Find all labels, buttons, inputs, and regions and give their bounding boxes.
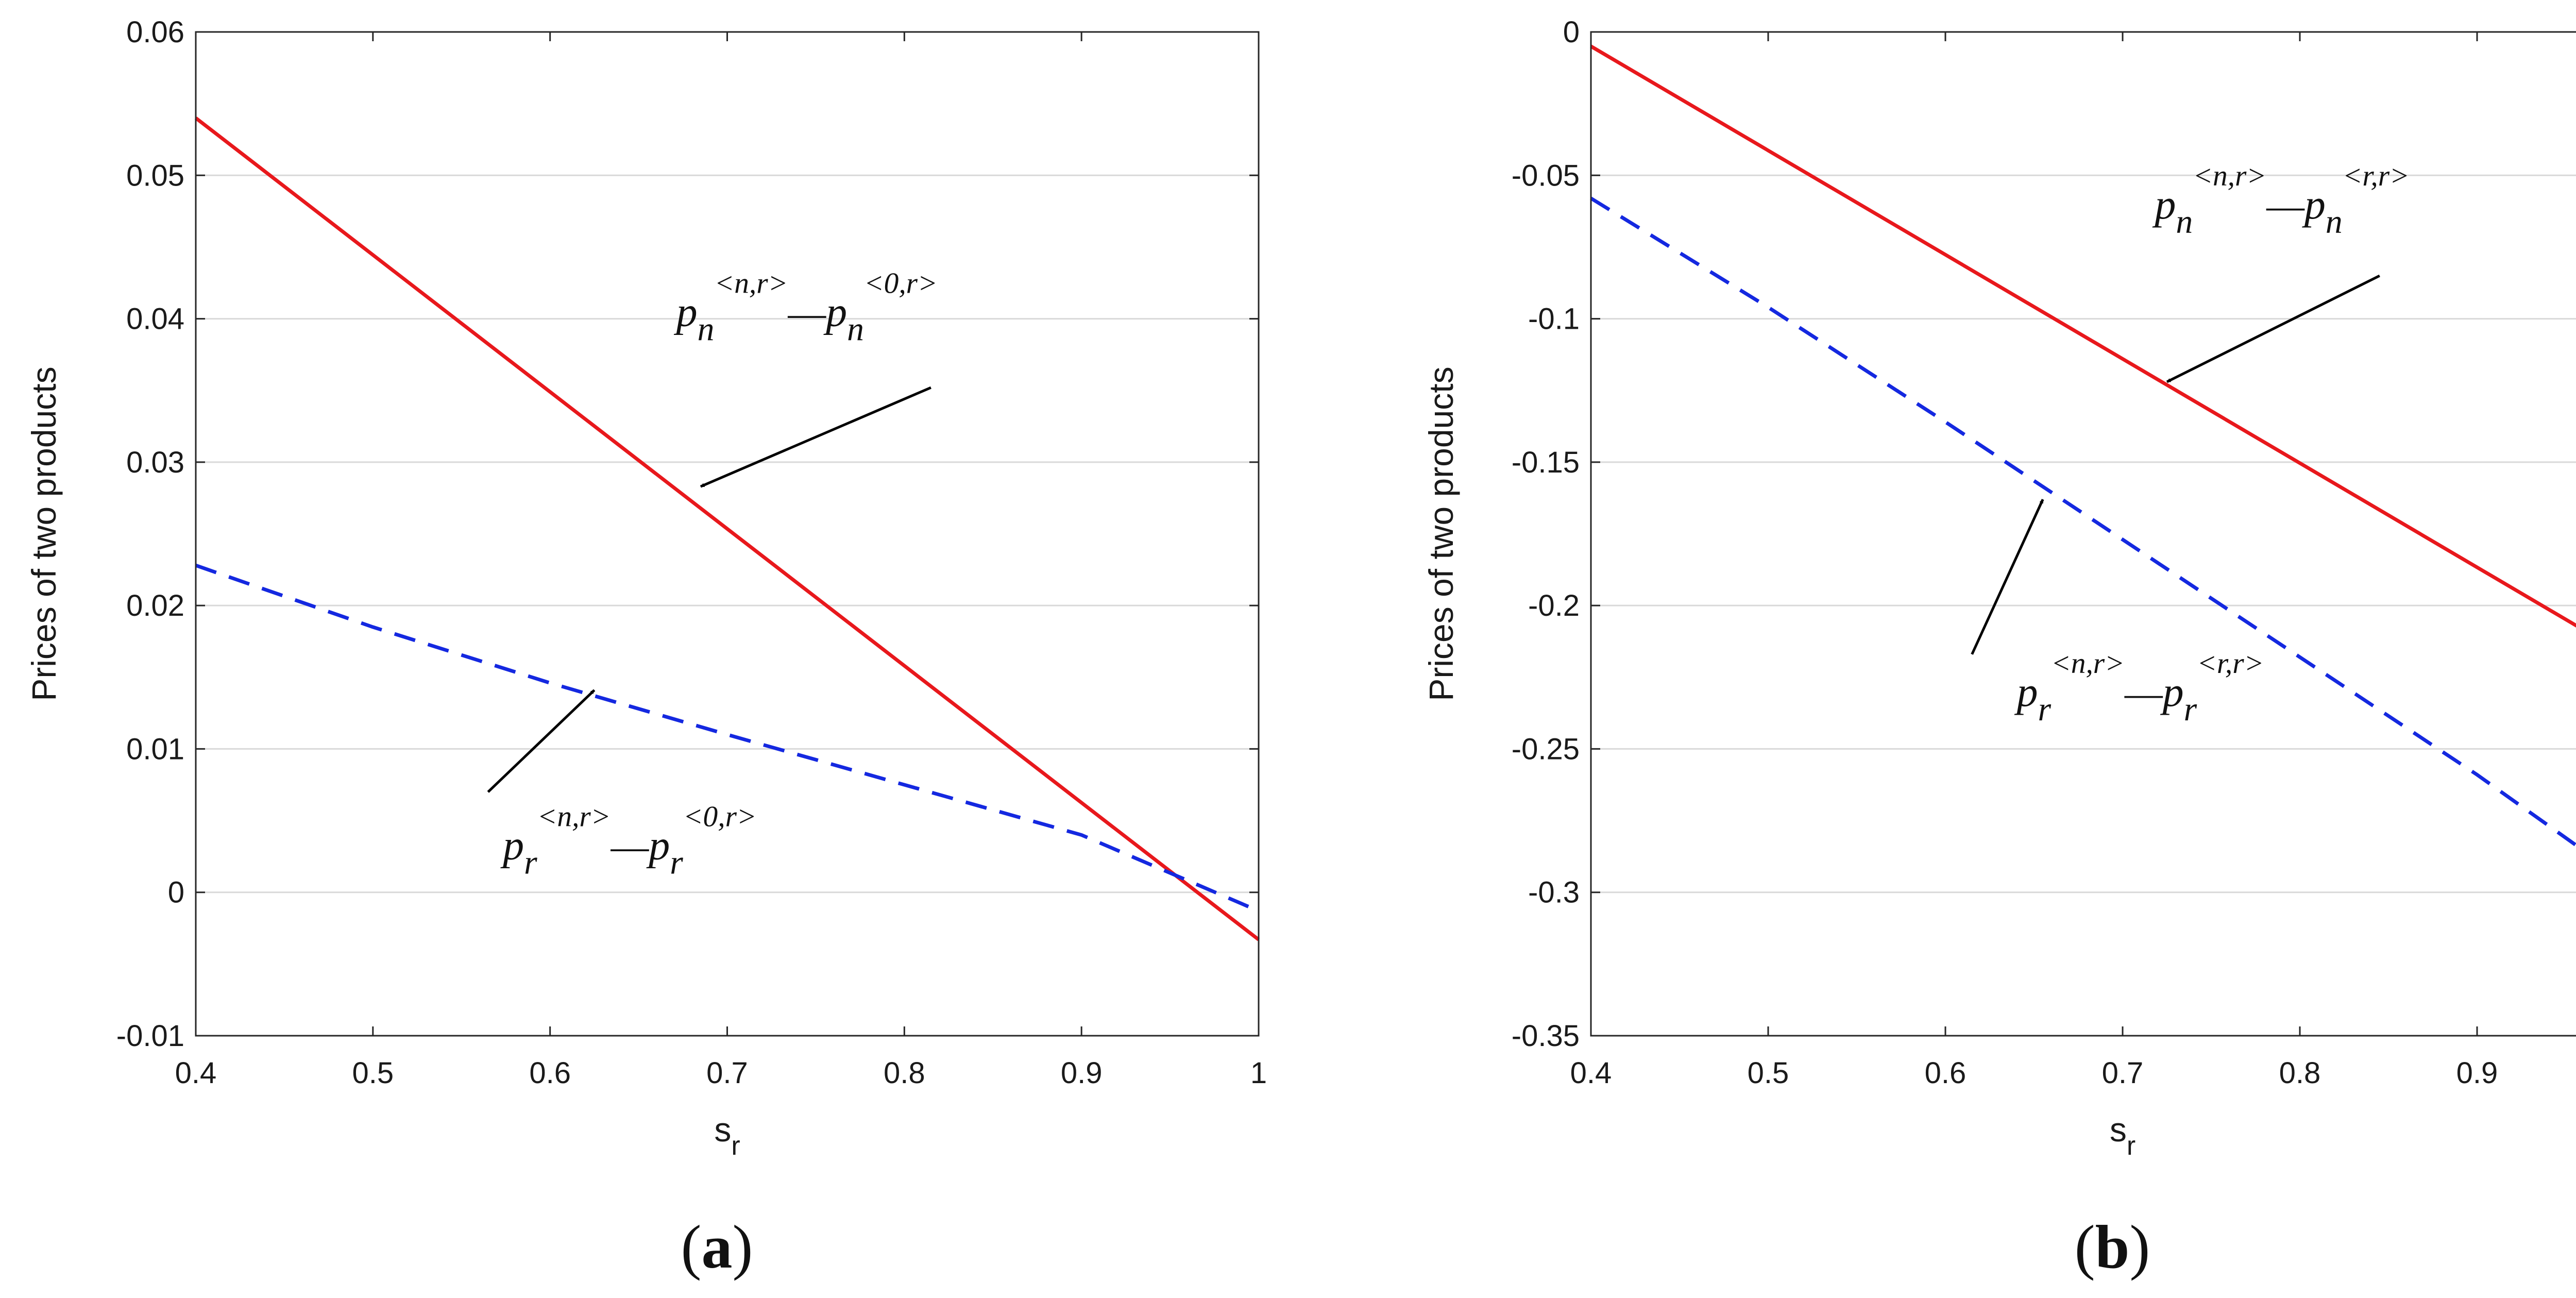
charta-ylabel: Prices of two products — [25, 366, 63, 701]
chartb-xtick-label: 0.8 — [2279, 1056, 2321, 1090]
charta-ytick-label: 0.02 — [126, 589, 184, 622]
charta-annotation-label: pr<n,r>—pr<0,r> — [500, 801, 757, 882]
chartb-annotation-arrow — [2166, 274, 2380, 383]
charta-annotation-arrow — [487, 689, 596, 793]
chartb-xtick-label: 0.4 — [1570, 1056, 1612, 1090]
charta-xtick-label: 0.7 — [706, 1056, 748, 1090]
chartb-ytick-label: -0.25 — [1512, 732, 1580, 766]
chartb-ytick-label: -0.2 — [1528, 589, 1580, 622]
charta-xtick-label: 0.8 — [884, 1056, 925, 1090]
chartb-ylabel: Prices of two products — [1422, 366, 1460, 701]
chart-panel-b: -0.35 -0.3 -0.25 -0.2 -0.15 -0.1 -0.05 0 0.4 0.5 0… — [1422, 15, 2576, 1281]
charta-xtick-label: 0.4 — [175, 1056, 217, 1090]
charta-panel-label: (a) — [681, 1212, 753, 1281]
chartb-series-pr-line — [1590, 196, 2576, 848]
chartb-axes-frame — [1590, 31, 2576, 1037]
chartb-xtick-label: 0.6 — [1925, 1056, 1967, 1090]
chartb-panel-label: (b) — [2075, 1212, 2150, 1281]
charta-xtick-label: 0.5 — [352, 1056, 394, 1090]
charta-ytick-label: 0.05 — [126, 159, 184, 192]
chartb-ytick-label: 0 — [1563, 15, 1580, 49]
charta-series-pr-line — [195, 563, 1260, 913]
chartb-annotation-label: pr<n,r>—pr<r,r> — [2014, 647, 2264, 728]
charta-xlabel: sr — [714, 1110, 740, 1161]
charta-ytick-label: 0.03 — [126, 446, 184, 479]
chartb-ytick-label: -0.35 — [1512, 1019, 1580, 1053]
charta-annotation-arrow — [700, 386, 931, 488]
chartb-xtick-label: 0.7 — [2102, 1056, 2144, 1090]
chartb-annotation-label: pn<n,r>—pn<r,r> — [2152, 160, 2409, 241]
charta-xtick-label: 0.6 — [529, 1056, 571, 1090]
chartb-ytick-label: -0.15 — [1512, 446, 1580, 479]
charta-annotation-label: pn<n,r>—pn<0,r> — [674, 267, 938, 348]
chart-panel-a: -0.01 0 0.01 0.02 0.03 0.04 0.05 0.06 0.4 0.5 0.6 0… — [25, 15, 1267, 1281]
charta-ytick-label: 0.01 — [126, 732, 184, 766]
chartb-plot-area — [1591, 32, 2576, 1036]
charta-series-pn-line — [194, 116, 1260, 941]
charta-plot-area — [196, 32, 1259, 1036]
charta-ytick-label: 0.04 — [126, 302, 184, 336]
chartb-annotation-arrow — [1971, 499, 2044, 655]
chartb-series-pn-line — [1590, 44, 2576, 628]
charta-axes-frame — [195, 31, 1260, 1037]
chartb-xtick-label: 0.5 — [1748, 1056, 1789, 1090]
chartb-ytick-label: -0.1 — [1528, 302, 1580, 336]
chartb-xtick-label: 0.9 — [2456, 1056, 2498, 1090]
chartb-ytick-label: -0.3 — [1528, 876, 1580, 909]
charta-xtick-label: 1 — [1250, 1056, 1267, 1090]
chartb-xlabel: sr — [2110, 1110, 2136, 1161]
charta-ytick-label: 0.06 — [126, 15, 184, 49]
chartb-ytick-label: -0.05 — [1512, 159, 1580, 192]
charta-ytick-label: 0 — [168, 876, 184, 909]
charta-xtick-label: 0.9 — [1061, 1056, 1103, 1090]
charta-ytick-label: -0.01 — [116, 1019, 184, 1053]
